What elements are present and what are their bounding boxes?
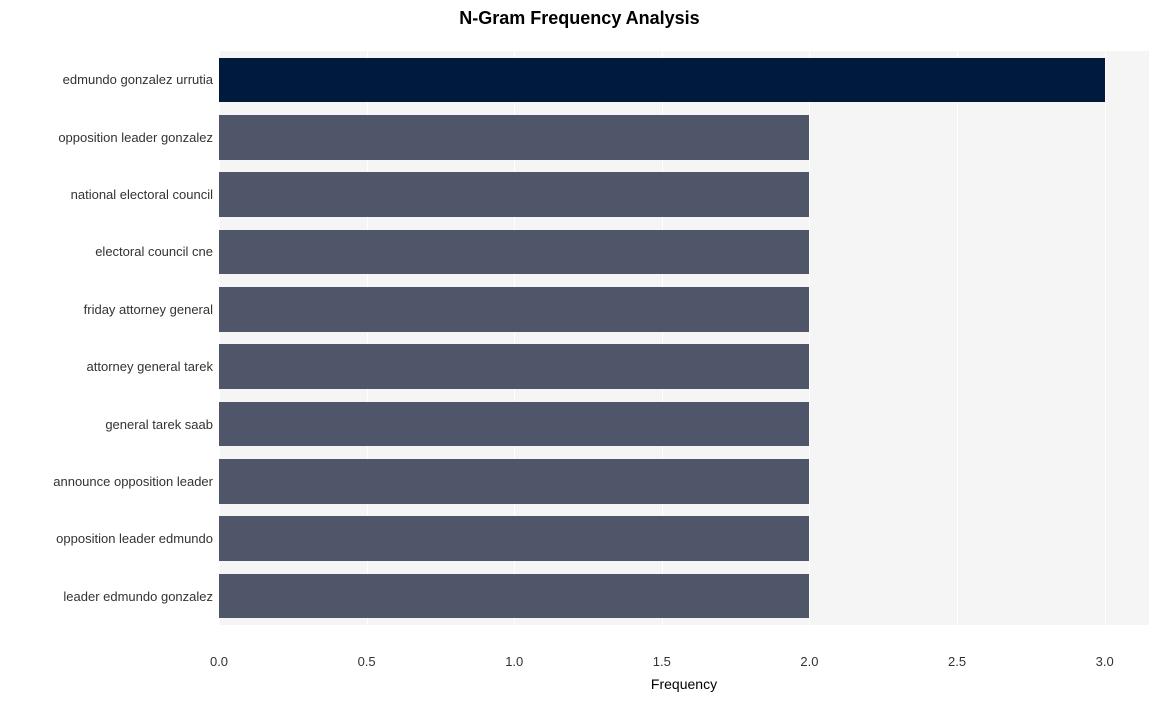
x-tick-label: 1.5	[653, 654, 671, 669]
x-tick-label: 0.5	[358, 654, 376, 669]
y-tick-label: electoral council cne	[95, 244, 213, 259]
y-tick-label: edmundo gonzalez urrutia	[63, 72, 213, 87]
bar	[219, 172, 809, 217]
y-tick-label: opposition leader edmundo	[56, 531, 213, 546]
y-tick-label: national electoral council	[71, 187, 213, 202]
grid-line	[1105, 34, 1106, 642]
x-tick-label: 1.0	[505, 654, 523, 669]
x-tick-label: 2.5	[948, 654, 966, 669]
x-tick-label: 0.0	[210, 654, 228, 669]
y-tick-label: opposition leader gonzalez	[58, 130, 213, 145]
y-tick-label: general tarek saab	[105, 417, 213, 432]
x-tick-label: 3.0	[1096, 654, 1114, 669]
grid-line	[957, 34, 958, 642]
bar	[219, 402, 809, 447]
y-tick-label: leader edmundo gonzalez	[63, 589, 213, 604]
y-tick-label: announce opposition leader	[53, 474, 213, 489]
bar	[219, 287, 809, 332]
bar	[219, 115, 809, 160]
bar	[219, 344, 809, 389]
grid-line	[809, 34, 810, 642]
y-tick-label: friday attorney general	[84, 302, 213, 317]
bar	[219, 230, 809, 275]
plot-area	[219, 34, 1149, 642]
bar	[219, 574, 809, 619]
x-tick-label: 2.0	[800, 654, 818, 669]
bar	[219, 58, 1105, 103]
chart-title: N-Gram Frequency Analysis	[0, 8, 1159, 29]
y-tick-label: attorney general tarek	[87, 359, 213, 374]
bar	[219, 516, 809, 561]
x-axis-label: Frequency	[219, 676, 1149, 692]
bar	[219, 459, 809, 504]
